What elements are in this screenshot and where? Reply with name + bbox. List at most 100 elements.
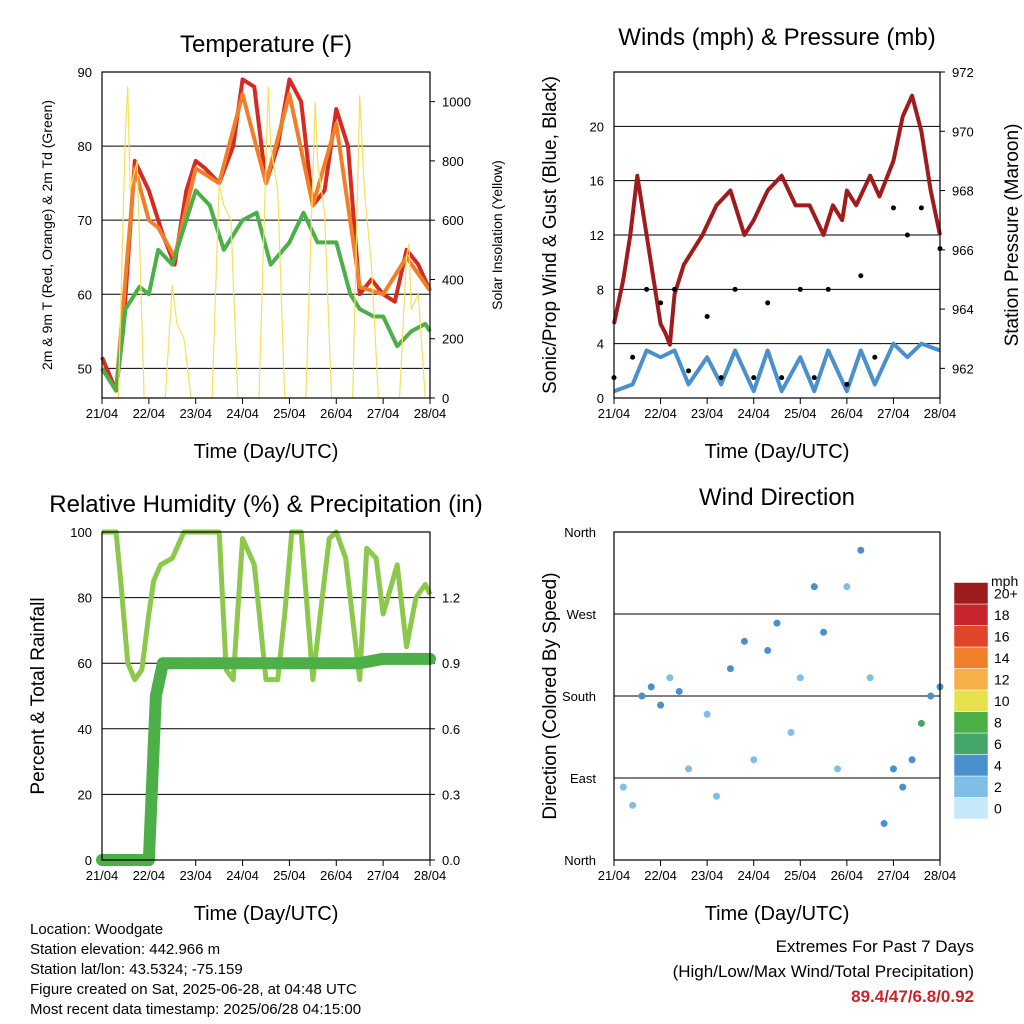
y-tick-label: 60 — [78, 656, 92, 671]
wind-direction-point — [820, 628, 828, 636]
wind-direction-point — [703, 710, 711, 718]
colorbar-label: 10 — [994, 693, 1010, 709]
y2-tick-label: 600 — [442, 213, 464, 228]
data-point — [377, 652, 390, 665]
y-tick-label: West — [567, 607, 597, 622]
data-point — [844, 381, 850, 387]
wind-direction-point — [740, 637, 748, 645]
y-tick-label: South — [562, 689, 596, 704]
data-point — [353, 657, 366, 670]
plot-frame — [101, 531, 431, 861]
series-line-1 — [100, 77, 432, 393]
y-tick-label: 40 — [78, 722, 92, 737]
x-tick-label: 27/04 — [367, 868, 400, 883]
wind-direction-point — [629, 801, 637, 809]
y2-tick-label: 1.2 — [442, 591, 460, 606]
data-point — [858, 273, 864, 279]
wind-direction-point — [675, 687, 683, 695]
wind-direction-point — [657, 701, 665, 709]
x-tick-label: 27/04 — [877, 406, 910, 421]
series-line-2 — [102, 652, 430, 866]
x-tick-label: 24/04 — [737, 868, 770, 883]
wind-direction-point — [889, 765, 897, 773]
wind-direction-point — [666, 674, 674, 682]
wind-direction-point — [787, 728, 795, 736]
colorbar-label: 14 — [994, 650, 1010, 666]
x-tick-label: 22/04 — [644, 406, 677, 421]
x-tick-label: 23/04 — [179, 406, 212, 421]
y2-tick-label: 966 — [952, 243, 974, 258]
x-tick-label: 26/04 — [320, 868, 353, 883]
y-tick-label: North — [564, 525, 596, 540]
wind-direction-point — [810, 583, 818, 591]
wind-direction-point — [927, 692, 935, 700]
data-point — [672, 286, 678, 292]
data-point — [704, 314, 710, 319]
colorbar-label: 0 — [994, 800, 1002, 816]
x-tick-label: 27/04 — [877, 868, 910, 883]
x-tick-label: 22/04 — [133, 406, 166, 421]
colorbar-swatch — [953, 582, 989, 605]
data-point — [872, 354, 878, 360]
wind-direction-point — [712, 792, 720, 800]
data-point — [890, 205, 896, 211]
chart-title: Winds (mph) & Pressure (mb) — [618, 24, 935, 51]
colorbar-swatch — [953, 689, 989, 712]
chart-panel-4: Wind DirectionNorthEastSouthWestNorth21/… — [540, 484, 1018, 925]
colorbar-swatch — [953, 797, 989, 820]
y-tick-label: East — [570, 771, 596, 786]
data-point — [236, 657, 249, 670]
y2-tick-label: 968 — [952, 184, 974, 199]
series-line-2 — [100, 92, 432, 393]
colorbar-swatch — [953, 646, 989, 669]
plot-frame — [613, 531, 941, 861]
colorbar-label: 20+ — [994, 585, 1018, 601]
y2-tick-label: 0.6 — [442, 722, 460, 737]
data-point — [147, 744, 160, 757]
y2-tick-label: 1000 — [442, 95, 471, 110]
data-point — [797, 286, 803, 292]
data-point — [751, 375, 757, 381]
data-point — [732, 286, 738, 292]
station-info: Location: Woodgate Station elevation: 44… — [30, 920, 361, 1020]
extremes-values: 89.4/47/6.8/0.92 — [851, 987, 974, 1006]
x-axis-label: Time (Day/UTC) — [194, 441, 339, 463]
elevation-text: Station elevation: 442.966 m — [30, 941, 221, 958]
y-tick-label: 20 — [78, 787, 92, 802]
colorbar-label: 4 — [994, 757, 1002, 773]
wind-direction-point — [796, 674, 804, 682]
wind-direction-point — [834, 765, 842, 773]
series-line-1 — [612, 93, 942, 347]
y-tick-label: 8 — [597, 282, 604, 297]
data-point — [718, 375, 724, 381]
y2-tick-label: 800 — [442, 154, 464, 169]
wind-direction-point — [908, 756, 916, 764]
colorbar-label: 18 — [994, 607, 1010, 623]
x-axis-label: Time (Day/UTC) — [194, 903, 339, 925]
x-tick-label: 25/04 — [784, 868, 817, 883]
series-line-1 — [102, 529, 433, 683]
y2-tick-label: 962 — [952, 361, 974, 376]
data-point — [918, 205, 924, 211]
colorbar-title: mph — [991, 573, 1018, 589]
y-axis-label: Sonic/Prop Wind & Gust (Blue, Black) — [540, 76, 561, 394]
wind-direction-point — [857, 546, 865, 554]
colorbar-swatch — [953, 625, 989, 648]
wind-direction-point — [866, 674, 874, 682]
data-point — [779, 375, 785, 381]
wind-direction-point — [880, 820, 888, 828]
colorbar-swatch — [953, 732, 989, 755]
y2-axis-label: Station Pressure (Maroon) — [1002, 124, 1023, 347]
chart-panel-3: Relative Humidity (%) & Precipitation (i… — [28, 491, 483, 925]
x-tick-label: 25/04 — [273, 406, 306, 421]
x-tick-label: 21/04 — [86, 406, 119, 421]
plot-frame — [613, 71, 941, 399]
wind-direction-point — [750, 756, 758, 764]
y2-tick-label: 0 — [442, 391, 449, 406]
extremes-subtitle: (High/Low/Max Wind/Total Precipitation) — [672, 962, 974, 981]
y2-tick-label: 972 — [952, 65, 974, 80]
y-tick-label: 80 — [78, 139, 92, 154]
y2-tick-label: 970 — [952, 124, 974, 139]
y-tick-label: 60 — [78, 287, 92, 302]
data-point — [156, 657, 169, 670]
